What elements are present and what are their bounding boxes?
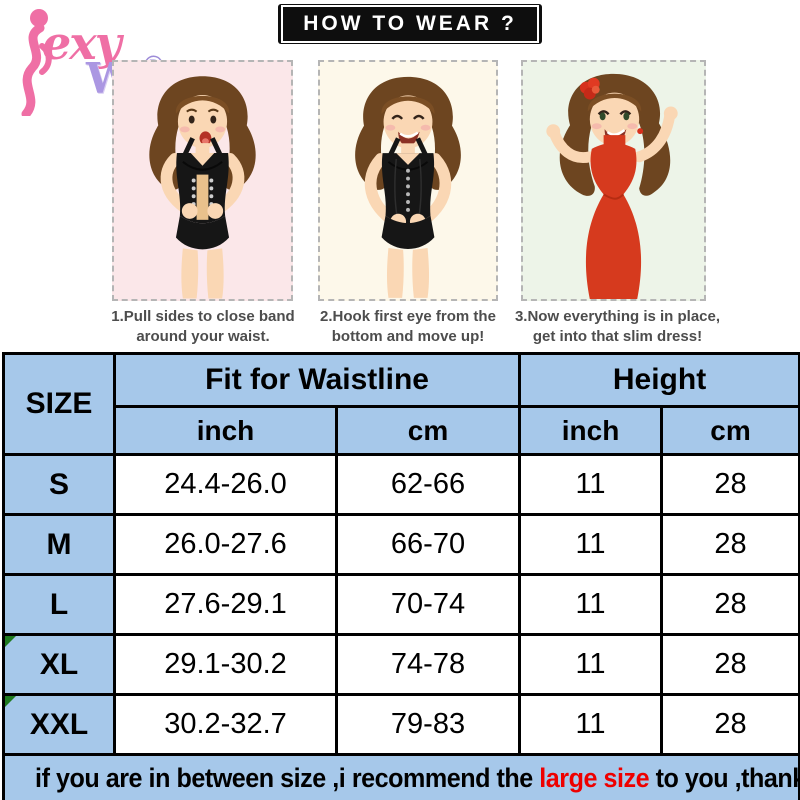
- size-cell: L: [2, 573, 116, 636]
- height-cm-cell: 28: [660, 633, 800, 696]
- height-inch-cell: 11: [518, 513, 664, 576]
- height-inch-cell: 11: [518, 573, 664, 636]
- step1-panel: [112, 60, 293, 301]
- step2-caption-line1: 2.Hook first eye from the: [320, 308, 496, 325]
- height-cm-cell: 28: [660, 693, 800, 756]
- height-cm-cell: 28: [660, 573, 800, 636]
- step2-caption: 2.Hook first eye from the bottom and mov…: [303, 307, 513, 346]
- step3-panel: [521, 60, 706, 301]
- table-row-s: S 24.4-26.0 62-66 11 28: [2, 453, 800, 516]
- waist-cm-cell: 74-78: [334, 633, 522, 696]
- brand-name-script: exy: [42, 16, 121, 70]
- height-column-header: Height: [518, 352, 800, 408]
- step1-caption-line2: around your waist.: [136, 327, 270, 345]
- size-chart: SIZE Fit for Waistline Height inch cm in…: [1, 352, 800, 800]
- table-row-xxl: XXL 30.2-32.7 79-83 11 28: [2, 693, 800, 756]
- size-cell: XL: [2, 633, 116, 696]
- waistline-column-header: Fit for Waistline: [112, 352, 522, 408]
- note-prefix: if you are in between size ,i recommend …: [35, 763, 540, 793]
- height-inch-cell: 11: [518, 693, 664, 756]
- step2-caption-line2: bottom and move up!: [331, 327, 485, 345]
- step3-caption-line1: 3.Now everything is in place,: [514, 308, 721, 325]
- step1-illustration: [149, 76, 256, 299]
- waist-cm-header: cm: [334, 405, 522, 456]
- banner-title: HOW TO WEAR ?: [281, 5, 539, 43]
- height-cm-cell: 28: [660, 513, 800, 576]
- recommendation-row: if you are in between size ,i recommend …: [1, 753, 800, 800]
- step2-panel: [318, 60, 498, 301]
- table-row-m: M 26.0-27.6 66-70 11 28: [2, 513, 800, 576]
- height-inch-cell: 11: [518, 453, 664, 516]
- recommendation-note: if you are in between size ,i recommend …: [1, 753, 800, 800]
- green-corner-marker: [6, 637, 16, 647]
- waist-cm-cell: 62-66: [334, 453, 522, 516]
- waist-cm-cell: 66-70: [334, 513, 522, 576]
- size-cell: M: [2, 513, 116, 576]
- step3-illustration: [546, 73, 678, 299]
- step3-caption-line2: get into that slim dress!: [532, 327, 703, 345]
- waist-cm-cell: 70-74: [334, 573, 522, 636]
- step2-illustration: [355, 76, 461, 298]
- table-row-xl: XL 29.1-30.2 74-78 11 28: [2, 633, 800, 696]
- size-label: XXL: [29, 707, 89, 741]
- how-to-wear-banner: HOW TO WEAR ?: [278, 4, 542, 44]
- waist-cm-cell: 79-83: [334, 693, 522, 756]
- waist-inch-cell: 29.1-30.2: [113, 633, 338, 696]
- flower-icon: [579, 77, 600, 100]
- waist-inch-header: inch: [113, 405, 338, 456]
- waist-inch-cell: 26.0-27.6: [113, 513, 338, 576]
- step3-caption: 3.Now everything is in place, get into t…: [505, 307, 730, 346]
- green-corner-marker: [6, 697, 16, 707]
- height-inch-cell: 11: [518, 633, 664, 696]
- size-table: SIZE Fit for Waistline Height inch cm in…: [1, 352, 800, 800]
- waist-inch-cell: 27.6-29.1: [113, 573, 338, 636]
- size-cell: XXL: [2, 693, 116, 756]
- step1-caption-line1: 1.Pull sides to close band: [111, 308, 295, 325]
- step1-caption: 1.Pull sides to close band around your w…: [93, 307, 313, 346]
- note-highlight: large size: [539, 763, 650, 793]
- height-cm-cell: 28: [660, 453, 800, 516]
- brand-silhouette-icon: [21, 9, 52, 116]
- size-column-header: SIZE: [2, 352, 116, 456]
- size-label: XL: [39, 647, 79, 681]
- table-row-l: L 27.6-29.1 70-74 11 28: [2, 573, 800, 636]
- height-cm-header: cm: [660, 405, 800, 456]
- note-suffix: to you ,thanks !: [655, 763, 797, 793]
- size-cell: S: [2, 453, 116, 516]
- waist-inch-cell: 24.4-26.0: [113, 453, 338, 516]
- waist-inch-cell: 30.2-32.7: [113, 693, 338, 756]
- height-inch-header: inch: [518, 405, 664, 456]
